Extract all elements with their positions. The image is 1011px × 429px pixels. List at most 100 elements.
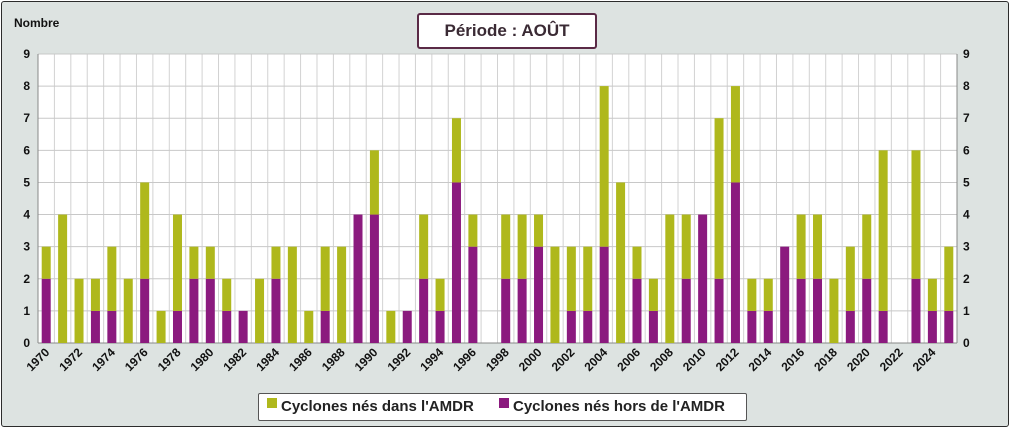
y-tick-label-left: 4: [23, 208, 30, 222]
bar-out-amdr: [501, 278, 511, 343]
bar-in-amdr: [763, 278, 773, 311]
bar-out-amdr: [730, 182, 740, 343]
bar-out-amdr: [451, 182, 461, 343]
bar-in-amdr: [829, 278, 839, 343]
x-tick-label: 2014: [746, 345, 775, 374]
bar-in-amdr: [451, 118, 461, 183]
x-tick-label: 1988: [319, 345, 348, 374]
bar-in-amdr: [665, 214, 675, 343]
x-tick-label: 2022: [877, 345, 906, 374]
bar-in-amdr: [517, 214, 527, 279]
bar-in-amdr: [583, 246, 593, 311]
x-tick-label: 1996: [450, 345, 479, 374]
bar-out-amdr: [648, 310, 658, 343]
bar-out-amdr: [566, 310, 576, 343]
y-tick-label-right: 0: [963, 336, 970, 350]
bar-out-amdr: [813, 278, 823, 343]
y-tick-label-left: 6: [23, 143, 30, 157]
bar-out-amdr: [107, 310, 117, 343]
y-tick-label-left: 7: [23, 111, 30, 125]
y-tick-label-left: 9: [23, 47, 30, 61]
bar-in-amdr: [616, 182, 626, 343]
bar-in-amdr: [74, 278, 84, 343]
bar-out-amdr: [878, 310, 888, 343]
bar-in-amdr: [813, 214, 823, 279]
bar-in-amdr: [927, 278, 937, 311]
x-tick-label: 1998: [483, 345, 512, 374]
bar-out-amdr: [780, 246, 790, 343]
legend-swatch-out: [499, 398, 509, 408]
bar-in-amdr: [845, 246, 855, 311]
x-tick-label: 1980: [188, 345, 217, 374]
bar-out-amdr: [944, 310, 954, 343]
y-tick-label-right: 7: [963, 111, 970, 125]
legend: Cyclones nés dans l'AMDR Cyclones nés ho…: [258, 393, 747, 421]
bar-in-amdr: [287, 246, 297, 343]
bar-in-amdr: [304, 310, 314, 343]
bar-in-amdr: [156, 310, 166, 343]
bar-in-amdr: [172, 214, 182, 311]
bar-out-amdr: [189, 278, 199, 343]
bar-out-amdr: [911, 278, 921, 343]
bar-in-amdr: [255, 278, 265, 343]
x-tick-label: 1986: [286, 345, 315, 374]
bar-out-amdr: [435, 310, 445, 343]
y-tick-label-right: 9: [963, 47, 970, 61]
y-tick-label-left: 2: [23, 272, 30, 286]
y-tick-label-left: 3: [23, 240, 30, 254]
x-tick-label: 1972: [56, 345, 85, 374]
y-tick-label-left: 0: [23, 336, 30, 350]
bar-out-amdr: [747, 310, 757, 343]
bar-in-amdr: [534, 214, 544, 247]
bar-in-amdr: [337, 246, 347, 343]
chart-title: Période : AOÛT: [417, 13, 597, 49]
bar-out-amdr: [205, 278, 215, 343]
bar-out-amdr: [41, 278, 51, 343]
bar-in-amdr: [796, 214, 806, 279]
bar-out-amdr: [583, 310, 593, 343]
bar-in-amdr: [107, 246, 117, 311]
x-tick-label: 1974: [89, 345, 118, 374]
bar-out-amdr: [534, 246, 544, 343]
x-tick-label: 2010: [680, 345, 709, 374]
bar-out-amdr: [763, 310, 773, 343]
bar-out-amdr: [468, 246, 478, 343]
bar-in-amdr: [730, 86, 740, 183]
bar-out-amdr: [271, 278, 281, 343]
y-tick-label-right: 2: [963, 272, 970, 286]
bar-in-amdr: [648, 278, 658, 311]
y-tick-label-left: 5: [23, 175, 30, 189]
legend-swatch-in: [267, 398, 277, 408]
legend-label-out: Cyclones nés hors de l'AMDR: [513, 398, 725, 415]
bar-out-amdr: [698, 214, 708, 343]
x-tick-label: 2024: [910, 345, 939, 374]
bar-out-amdr: [419, 278, 429, 343]
bar-in-amdr: [369, 150, 379, 215]
x-tick-label: 1976: [122, 345, 151, 374]
bar-in-amdr: [714, 118, 724, 279]
bar-in-amdr: [435, 278, 445, 311]
bar-out-amdr: [172, 310, 182, 343]
bar-in-amdr: [90, 278, 100, 311]
legend-label-in: Cyclones nés dans l'AMDR: [281, 398, 474, 415]
bar-out-amdr: [90, 310, 100, 343]
bar-in-amdr: [566, 246, 576, 311]
bar-out-amdr: [796, 278, 806, 343]
bar-in-amdr: [41, 246, 51, 279]
bar-out-amdr: [238, 310, 248, 343]
bar-in-amdr: [386, 310, 396, 343]
bar-out-amdr: [845, 310, 855, 343]
bar-in-amdr: [632, 246, 642, 279]
bar-in-amdr: [58, 214, 68, 343]
bar-in-amdr: [944, 246, 954, 311]
bar-in-amdr: [599, 86, 609, 247]
y-tick-label-right: 6: [963, 143, 970, 157]
x-tick-label: 1990: [352, 345, 381, 374]
x-tick-label: 2002: [549, 345, 578, 374]
y-tick-label-right: 4: [963, 208, 970, 222]
x-tick-label: 2004: [582, 345, 611, 374]
bar-in-amdr: [862, 214, 872, 279]
bar-out-amdr: [353, 214, 363, 343]
y-tick-label-right: 8: [963, 79, 970, 93]
